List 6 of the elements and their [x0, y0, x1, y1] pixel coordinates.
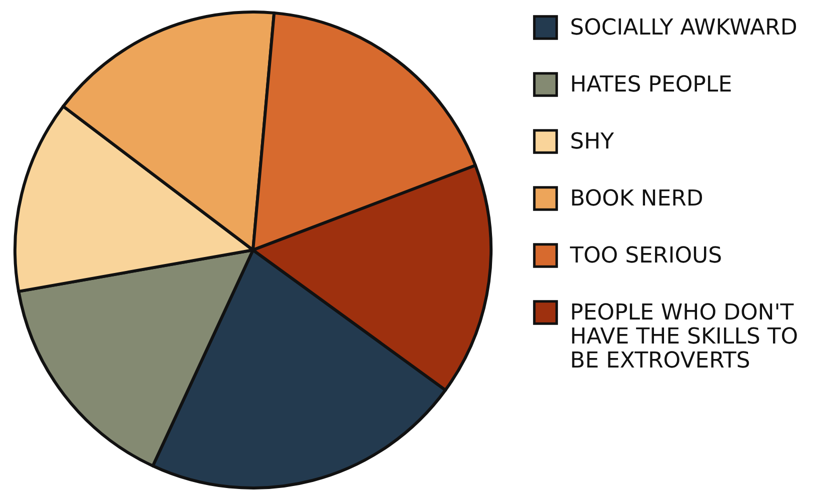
legend-label: TOO SERIOUS	[569, 244, 722, 268]
legend-label: PEOPLE WHO DON'T HAVE THE SKILLS TO BE EXTROVERTS	[570, 300, 798, 374]
legend-label: BOOK NERD	[570, 186, 704, 212]
legend-label: SHY	[570, 130, 615, 154]
legend-label: HATES PEOPLE	[570, 72, 732, 98]
legend-label: SOCIALLY AWKWARD	[570, 16, 798, 40]
